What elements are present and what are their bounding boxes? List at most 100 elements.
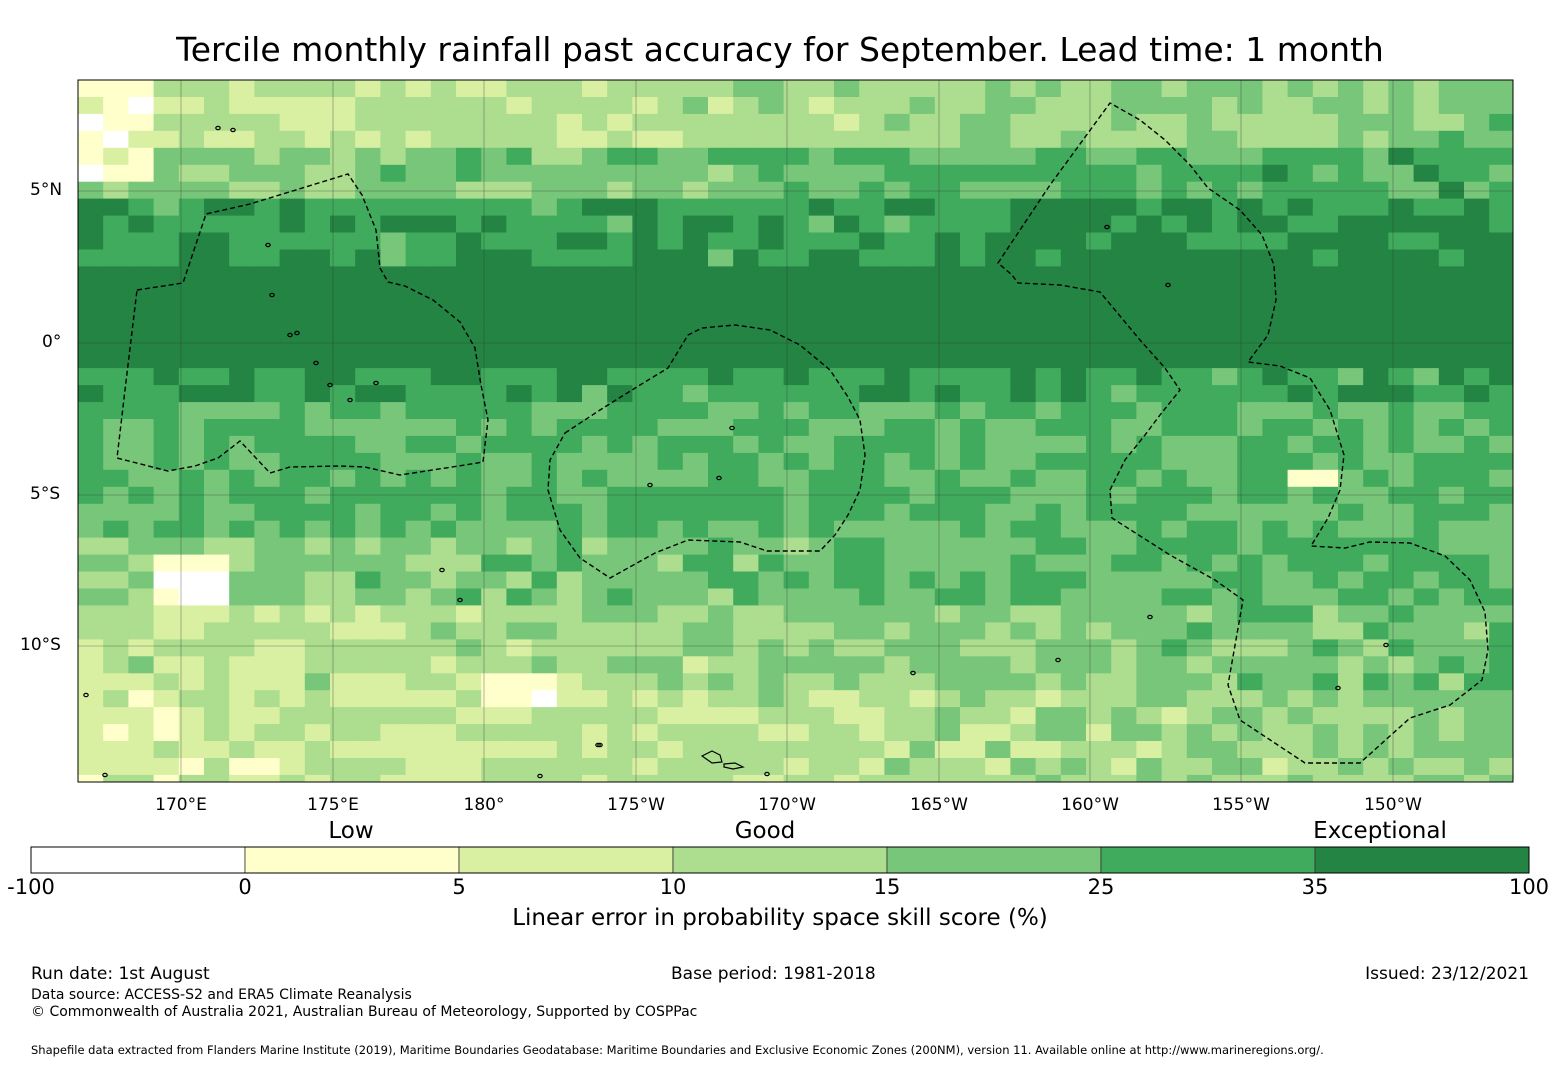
- skill-cell: [657, 198, 684, 217]
- skill-cell: [1464, 266, 1490, 284]
- skill-cell: [1136, 147, 1163, 166]
- skill-cell: [1161, 232, 1188, 251]
- skill-cell: [1186, 385, 1213, 403]
- skill-cell: [884, 741, 911, 759]
- skill-cell: [1287, 249, 1314, 268]
- skill-cell: [682, 351, 709, 369]
- skill-cell: [1186, 198, 1213, 217]
- skill-cell: [1363, 164, 1389, 183]
- skill-cell: [657, 724, 684, 742]
- skill-cell: [254, 215, 281, 234]
- skill-cell: [1010, 113, 1037, 132]
- skill-cell: [103, 690, 129, 708]
- skill-cell: [632, 181, 659, 200]
- skill-cell: [960, 690, 986, 708]
- skill-cell: [783, 537, 810, 556]
- skill-cell: [632, 232, 659, 251]
- skill-cell: [733, 351, 759, 369]
- skill-cell: [682, 402, 709, 420]
- skill-cell: [1161, 452, 1188, 471]
- skill-cell: [330, 164, 356, 183]
- skill-cell: [254, 656, 281, 674]
- skill-cell: [229, 283, 255, 301]
- skill-cell: [531, 673, 558, 691]
- skill-cell: [1186, 537, 1213, 556]
- skill-cell: [1287, 774, 1314, 782]
- skill-cell: [78, 266, 104, 284]
- skill-cell: [708, 673, 734, 691]
- skill-cell: [254, 774, 281, 782]
- skill-cell: [304, 639, 331, 657]
- skill-cell: [430, 724, 457, 742]
- skill-cell: [1161, 741, 1188, 759]
- skill-cell: [355, 368, 381, 386]
- skill-cell: [355, 588, 381, 607]
- skill-cell: [1363, 215, 1389, 234]
- skill-cell: [1010, 181, 1037, 200]
- skill-cell: [1287, 317, 1314, 335]
- skill-cell: [1262, 215, 1289, 234]
- skill-cell: [405, 419, 432, 437]
- skill-cell: [1438, 368, 1465, 386]
- skill-cell: [657, 232, 684, 251]
- skill-cell: [330, 130, 356, 149]
- skill-cell: [430, 266, 457, 284]
- skill-cell: [1237, 435, 1263, 454]
- skill-cell: [481, 351, 507, 369]
- skill-cell: [1464, 80, 1490, 98]
- skill-cell: [128, 215, 155, 234]
- skill-cell: [607, 215, 633, 234]
- skill-cell: [1438, 520, 1465, 539]
- skill-cell: [556, 537, 583, 556]
- skill-cell: [1111, 385, 1137, 403]
- skill-cell: [430, 80, 457, 98]
- skill-cell: [909, 97, 936, 115]
- skill-cell: [556, 385, 583, 403]
- skill-cell: [456, 300, 482, 318]
- skill-cell: [884, 249, 911, 268]
- skill-cell: [708, 774, 734, 782]
- skill-cell: [1136, 588, 1163, 607]
- skill-cell: [1186, 554, 1213, 573]
- skill-cell: [682, 249, 709, 268]
- skill-cell: [632, 690, 659, 708]
- skill-cell: [355, 402, 381, 420]
- skill-cell: [1388, 503, 1415, 522]
- skill-cell: [531, 707, 558, 725]
- skill-cell: [582, 758, 608, 776]
- skill-cell: [355, 724, 381, 742]
- skill-cell: [1161, 317, 1188, 335]
- skill-cell: [78, 385, 104, 403]
- skill-cell: [1186, 419, 1213, 437]
- skill-cell: [128, 588, 155, 607]
- skill-cell: [330, 758, 356, 776]
- skill-cell: [1136, 402, 1163, 420]
- skill-cell: [456, 147, 482, 166]
- skill-cell: [279, 385, 306, 403]
- skill-cell: [859, 588, 885, 607]
- skill-cell: [1312, 215, 1339, 234]
- skill-cell: [1136, 317, 1163, 335]
- skill-cell: [582, 419, 608, 437]
- skill-cell: [783, 452, 810, 471]
- skill-cell: [859, 419, 885, 437]
- skill-cell: [808, 707, 835, 725]
- skill-cell: [254, 147, 281, 166]
- skill-cell: [430, 351, 457, 369]
- skill-cell: [254, 300, 281, 318]
- skill-cell: [279, 520, 306, 539]
- skill-cell: [632, 80, 659, 98]
- skill-cell: [1136, 130, 1163, 149]
- skill-cell: [582, 774, 608, 782]
- skill-cell: [1388, 673, 1415, 691]
- skill-cell: [355, 317, 381, 335]
- skill-cell: [1363, 707, 1389, 725]
- skill-cell: [1338, 554, 1364, 573]
- skill-cell: [481, 724, 507, 742]
- skill-cell: [1111, 181, 1137, 200]
- skill-cell: [1060, 215, 1087, 234]
- skill-cell: [1464, 351, 1490, 369]
- skill-cell: [582, 402, 608, 420]
- skill-cell: [128, 724, 155, 742]
- skill-cell: [1111, 249, 1137, 268]
